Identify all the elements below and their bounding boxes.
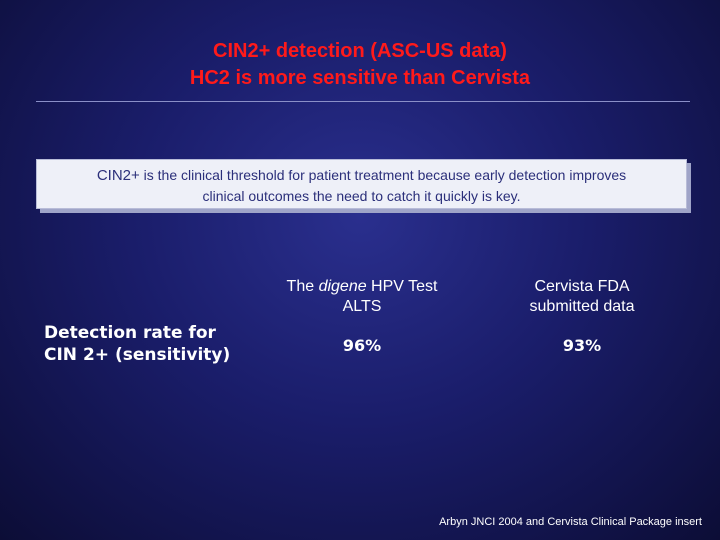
- callout-line-1-text: is the clinical threshold for patient tr…: [139, 167, 627, 183]
- title-divider: [36, 101, 690, 102]
- table-header-cervista: Cervista FDA submitted data: [492, 277, 672, 317]
- header-cervista-line-2: submitted data: [529, 298, 635, 315]
- header-cervista-line-1: Cervista FDA: [534, 278, 630, 295]
- table-row-label: Detection rate for CIN 2+ (sensitivity): [44, 322, 264, 366]
- value-cervista: 93%: [562, 336, 602, 355]
- callout-line-2: clinical outcomes the need to catch it q…: [202, 188, 521, 204]
- row-label-line-2: CIN 2+ (sensitivity): [44, 345, 231, 365]
- title-line-2: HC2 is more sensitive than Cervista: [189, 67, 531, 89]
- value-digene: 96%: [342, 336, 382, 355]
- callout-line-1: CIN2+ is the clinical threshold for pati…: [45, 165, 678, 186]
- slide-title: CIN2+ detection (ASC-US data) HC2 is mor…: [0, 38, 720, 92]
- header-digene-line-1: The digene HPV Test: [262, 277, 462, 297]
- header-digene-line-2: ALTS: [342, 298, 382, 315]
- title-line-1: CIN2+ detection (ASC-US data): [213, 40, 507, 62]
- header-digene-italic: digene: [318, 278, 367, 295]
- row-label-line-1: Detection rate for: [44, 323, 216, 343]
- header-digene-pre: The: [286, 278, 319, 295]
- callout-prefix: CIN2+: [96, 167, 140, 184]
- source-footnote: Arbyn JNCI 2004 and Cervista Clinical Pa…: [439, 516, 702, 528]
- table-header-digene: The digene HPV Test ALTS: [262, 277, 462, 317]
- header-digene-post: HPV Test: [366, 278, 438, 295]
- callout-box: CIN2+ is the clinical threshold for pati…: [36, 159, 687, 209]
